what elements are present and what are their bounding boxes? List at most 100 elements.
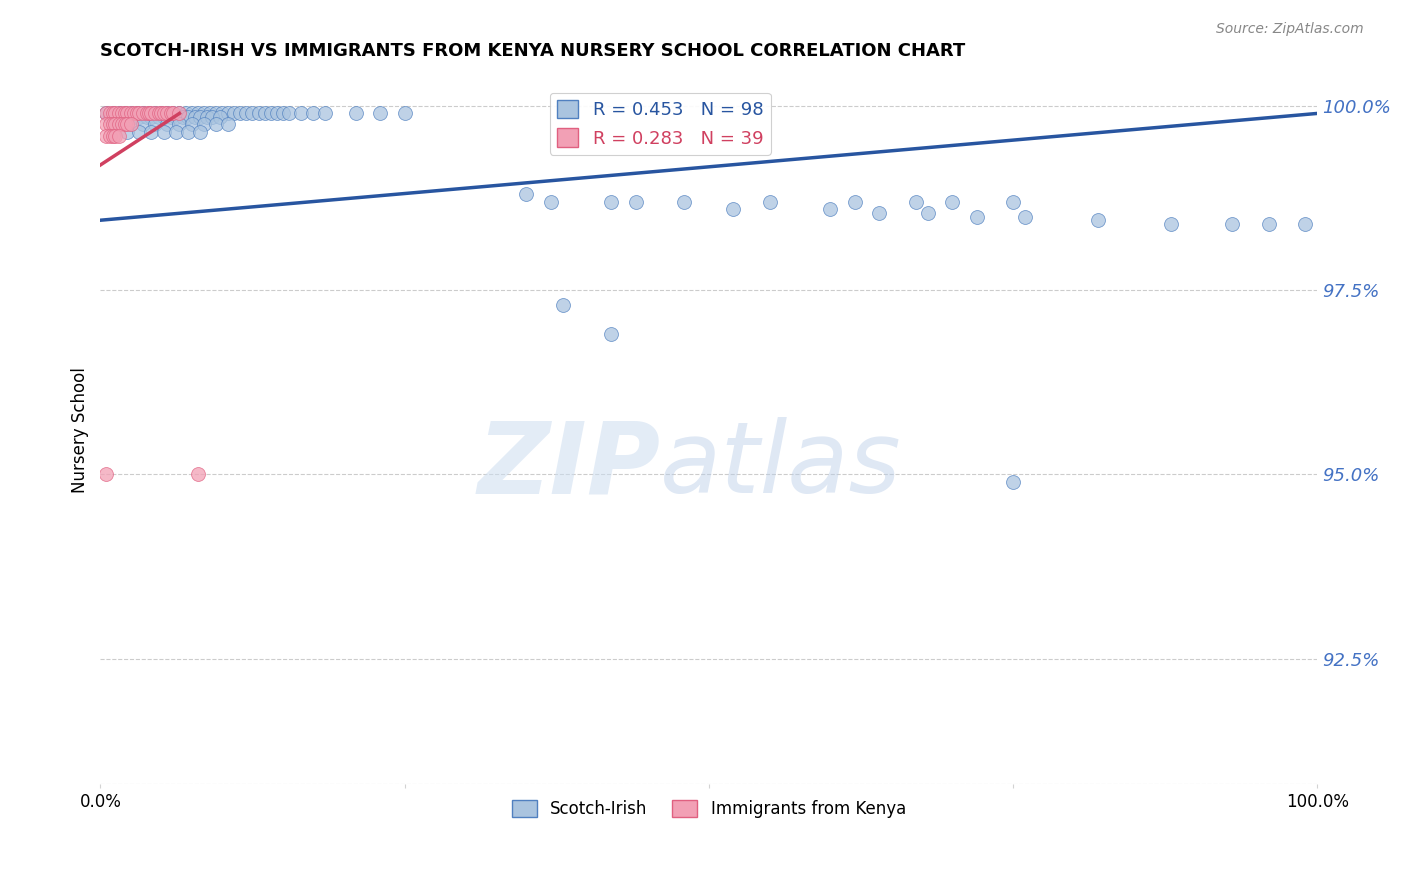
Point [1160, 217, 1182, 231]
Point [114, 106, 136, 120]
Point [290, 106, 312, 120]
Point [260, 106, 283, 120]
Point [673, 194, 696, 209]
Text: ZIP: ZIP [477, 417, 661, 514]
Point [152, 110, 174, 124]
Point [904, 194, 927, 209]
Point [124, 110, 146, 124]
Point [152, 125, 174, 139]
Point [278, 106, 301, 120]
Point [156, 118, 179, 132]
Point [107, 118, 129, 132]
Point [172, 110, 194, 124]
Point [128, 106, 150, 120]
Point [115, 125, 138, 139]
Point [120, 106, 142, 120]
Point [941, 194, 963, 209]
Point [165, 110, 187, 124]
Point [193, 118, 215, 132]
Point [96, 467, 118, 482]
Point [141, 110, 163, 124]
Point [198, 106, 221, 120]
Point [111, 106, 134, 120]
Y-axis label: Nursery School: Nursery School [72, 368, 89, 493]
Point [96, 128, 118, 143]
Point [187, 467, 209, 482]
Point [229, 106, 252, 120]
Point [107, 118, 129, 132]
Point [104, 110, 127, 124]
Point [132, 118, 155, 132]
Point [104, 106, 127, 120]
Point [101, 106, 124, 120]
Point [515, 187, 537, 202]
Point [96, 118, 118, 132]
Point [188, 110, 211, 124]
Point [758, 194, 780, 209]
Point [143, 118, 166, 132]
Point [1257, 217, 1279, 231]
Point [217, 106, 239, 120]
Point [177, 125, 200, 139]
Point [114, 106, 136, 120]
Point [120, 118, 142, 132]
Point [721, 202, 744, 217]
Point [148, 110, 170, 124]
Point [156, 106, 179, 120]
Point [540, 194, 562, 209]
Point [253, 106, 276, 120]
Point [551, 298, 574, 312]
Point [208, 110, 231, 124]
Point [188, 125, 211, 139]
Point [966, 210, 988, 224]
Point [344, 106, 367, 120]
Text: Source: ZipAtlas.com: Source: ZipAtlas.com [1216, 22, 1364, 37]
Point [96, 106, 118, 120]
Point [187, 106, 209, 120]
Point [150, 106, 173, 120]
Point [394, 106, 416, 120]
Point [211, 106, 233, 120]
Point [115, 106, 138, 120]
Point [104, 118, 127, 132]
Point [124, 106, 146, 120]
Point [128, 125, 150, 139]
Point [201, 110, 224, 124]
Point [138, 106, 160, 120]
Point [104, 128, 127, 143]
Point [174, 106, 197, 120]
Point [235, 106, 257, 120]
Point [1294, 217, 1316, 231]
Point [820, 202, 842, 217]
Point [156, 106, 179, 120]
Point [600, 194, 623, 209]
Point [111, 110, 134, 124]
Point [266, 106, 288, 120]
Point [101, 128, 124, 143]
Point [165, 125, 187, 139]
Text: atlas: atlas [661, 417, 901, 514]
Point [271, 106, 294, 120]
Point [169, 118, 191, 132]
Point [193, 106, 215, 120]
Point [197, 110, 219, 124]
Legend: Scotch-Irish, Immigrants from Kenya: Scotch-Irish, Immigrants from Kenya [505, 793, 912, 825]
Point [224, 106, 246, 120]
Point [868, 206, 890, 220]
Point [143, 106, 166, 120]
Point [314, 106, 336, 120]
Point [107, 128, 129, 143]
Point [160, 106, 183, 120]
Point [247, 106, 270, 120]
Point [135, 110, 157, 124]
Point [98, 128, 121, 143]
Point [107, 106, 129, 120]
Point [368, 106, 391, 120]
Point [1087, 213, 1109, 227]
Point [98, 110, 121, 124]
Point [844, 194, 866, 209]
Point [128, 110, 150, 124]
Point [107, 106, 129, 120]
Point [96, 106, 118, 120]
Point [125, 106, 148, 120]
